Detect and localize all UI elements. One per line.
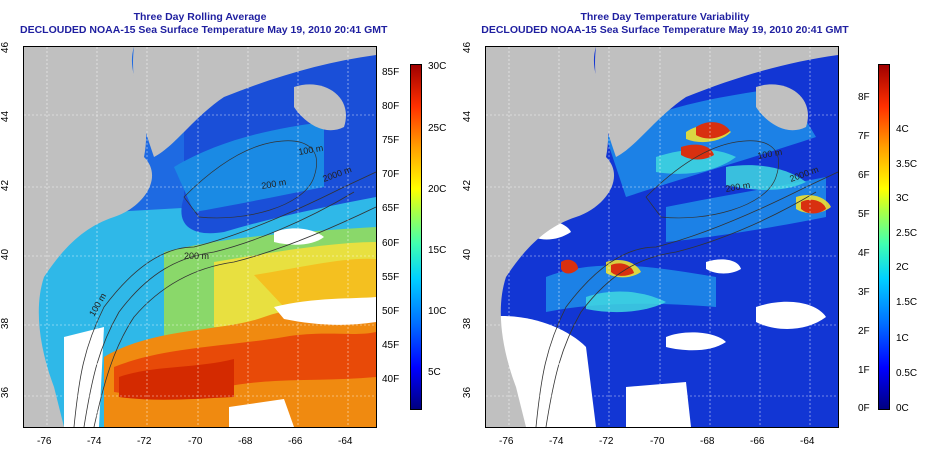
x-tick: -70 bbox=[650, 436, 665, 447]
colorbar-label-f: 60F bbox=[382, 238, 400, 249]
contour-label: 200 m bbox=[184, 251, 209, 261]
contour-label: 200 m bbox=[725, 180, 751, 194]
x-tick: -74 bbox=[549, 436, 564, 447]
x-tick: -76 bbox=[499, 436, 514, 447]
colorbar-label-f: 50F bbox=[382, 306, 400, 317]
x-tick: -64 bbox=[800, 436, 815, 447]
left-subtitle: DECLOUDED NOAA-15 Sea Surface Temperatur… bbox=[20, 24, 388, 36]
colorbar-label-c: 1.5C bbox=[896, 297, 918, 308]
y-tick: 42 bbox=[0, 179, 12, 192]
colorbar-label-f: 65F bbox=[382, 203, 400, 214]
y-tick: 46 bbox=[0, 41, 12, 54]
colorbar-label-c: 3.5C bbox=[896, 159, 918, 170]
y-tick: 38 bbox=[0, 317, 12, 330]
x-tick: -68 bbox=[700, 436, 715, 447]
x-tick: -64 bbox=[338, 436, 353, 447]
colorbar-label-c: 2C bbox=[896, 262, 909, 273]
y-tick: 40 bbox=[0, 248, 12, 261]
colorbar-label-f: 45F bbox=[382, 340, 400, 351]
x-tick: -74 bbox=[87, 436, 102, 447]
colorbar-label-c: 2.5C bbox=[896, 228, 918, 239]
left-panel-title: Three Day Rolling Average DECLOUDED NOAA… bbox=[20, 11, 388, 37]
colorbar-label-f: 75F bbox=[382, 135, 400, 146]
colorbar-label-f: 3F bbox=[858, 287, 870, 298]
colorbar-label-f: 4F bbox=[858, 248, 870, 259]
y-tick: 44 bbox=[0, 110, 12, 123]
colorbar-label-f: 70F bbox=[382, 169, 400, 180]
y-tick: 36 bbox=[0, 386, 12, 399]
sst-average-map: 100 m 200 m 2000 m 200 m 100 m bbox=[23, 46, 377, 428]
colorbar-label-f: 5F bbox=[858, 209, 870, 220]
colorbar-label-c: 25C bbox=[428, 123, 447, 134]
colorbar-label-c: 30C bbox=[428, 61, 447, 72]
x-tick: -76 bbox=[37, 436, 52, 447]
right-panel-title: Three Day Temperature Variability DECLOU… bbox=[470, 11, 860, 37]
x-tick: -70 bbox=[188, 436, 203, 447]
x-tick: -66 bbox=[750, 436, 765, 447]
right-subtitle: DECLOUDED NOAA-15 Sea Surface Temperatur… bbox=[481, 24, 849, 36]
colorbar-label-f: 40F bbox=[382, 374, 400, 385]
colorbar-label-c: 3C bbox=[896, 193, 909, 204]
y-tick: 46 bbox=[462, 41, 474, 54]
y-tick: 42 bbox=[462, 179, 474, 192]
right-title: Three Day Temperature Variability bbox=[580, 11, 750, 23]
colorbar-label-c: 10C bbox=[428, 306, 447, 317]
colorbar-label-c: 20C bbox=[428, 184, 447, 195]
x-tick: -72 bbox=[137, 436, 152, 447]
contour-label: 100 m bbox=[298, 143, 324, 157]
colorbar-label-c: 0C bbox=[896, 403, 909, 414]
contour-label: 200 m bbox=[261, 177, 287, 191]
colorbar-label-c: 1C bbox=[896, 333, 909, 344]
sst-variability-map: 100 m 200 m 2000 m bbox=[485, 46, 839, 428]
colorbar-label-f: 0F bbox=[858, 403, 870, 414]
colorbar-label-c: 4C bbox=[896, 124, 909, 135]
colorbar-label-f: 6F bbox=[858, 170, 870, 181]
x-tick: -66 bbox=[288, 436, 303, 447]
x-tick: -68 bbox=[238, 436, 253, 447]
y-tick: 38 bbox=[462, 317, 474, 330]
colorbar-label-f: 8F bbox=[858, 92, 870, 103]
y-tick: 40 bbox=[462, 248, 474, 261]
colorbar-label-c: 15C bbox=[428, 245, 447, 256]
colorbar-label-f: 55F bbox=[382, 272, 400, 283]
variability-colorbar bbox=[878, 64, 890, 410]
colorbar-label-f: 7F bbox=[858, 131, 870, 142]
y-tick: 36 bbox=[462, 386, 474, 399]
colorbar-label-f: 85F bbox=[382, 67, 400, 78]
colorbar-label-f: 2F bbox=[858, 326, 870, 337]
x-tick: -72 bbox=[599, 436, 614, 447]
contour-label: 100 m bbox=[757, 147, 783, 161]
sst-colorbar bbox=[410, 64, 422, 410]
y-tick: 44 bbox=[462, 110, 474, 123]
colorbar-label-f: 80F bbox=[382, 101, 400, 112]
left-title: Three Day Rolling Average bbox=[133, 11, 267, 23]
colorbar-label-f: 1F bbox=[858, 365, 870, 376]
colorbar-label-c: 0.5C bbox=[896, 368, 918, 379]
colorbar-label-c: 5C bbox=[428, 367, 441, 378]
